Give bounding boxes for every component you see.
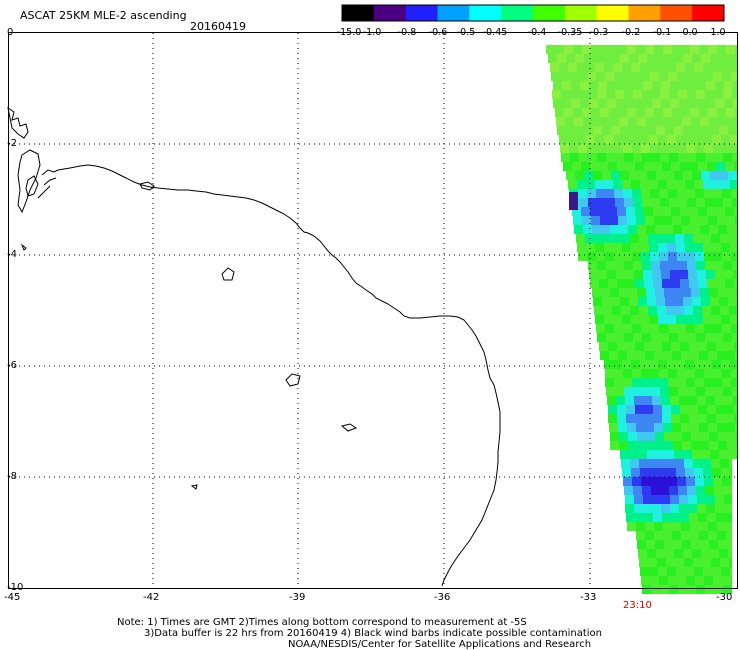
colorbar-frame: [341, 4, 725, 22]
note-line-2: 3)Data buffer is 22 hrs from 20160419 4)…: [144, 628, 602, 639]
lat-label-0: 0: [7, 27, 14, 38]
colorbar-segment: [564, 5, 598, 21]
pass-time: 23:10: [623, 600, 652, 611]
colorbar-segment: [437, 5, 470, 21]
colorbar-label: -0.3: [589, 27, 609, 38]
island-small-4: [285, 373, 301, 387]
colorbar-segment: [405, 5, 438, 21]
colorbar-segment: [596, 5, 629, 21]
colorbar-segment: [533, 5, 566, 21]
lon-label-36: -36: [434, 592, 451, 603]
island-marajo: [17, 149, 41, 214]
colorbar-segment: [660, 5, 693, 21]
colorbar-label: -0.6: [428, 27, 448, 38]
coastline: [57, 164, 501, 587]
island-nw: [7, 106, 29, 139]
colorbar-segment: [469, 5, 502, 21]
lat-label-8: -8: [7, 471, 17, 482]
lat-label-4: -4: [7, 249, 17, 260]
note-line-3: NOAA/NESDIS/Center for Satellite Applica…: [288, 639, 592, 650]
map-title: ASCAT 25KM MLE-2 ascending: [20, 9, 187, 22]
map-frame: [8, 32, 738, 589]
island-marajo-inner: [25, 175, 39, 197]
colorbar-segment: [373, 5, 407, 21]
colorbar-segment: [501, 5, 534, 21]
colorbar-segment: [628, 5, 661, 21]
lon-label-39: -39: [289, 592, 306, 603]
colorbar-label: -0.8: [397, 27, 417, 38]
island-small-1: [20, 243, 27, 251]
lat-label-6: -6: [7, 360, 17, 371]
colorbar-label: -1.0: [362, 27, 382, 38]
colorbar: [341, 4, 725, 22]
lat-label-10: -10: [7, 582, 24, 593]
island-small-6: [190, 484, 198, 490]
colorbar-segment: [342, 5, 375, 21]
colorbar-label: -0.2: [621, 27, 641, 38]
colorbar-label: -0.35: [557, 27, 583, 38]
lon-label-30: -30: [716, 592, 733, 603]
colorbar-label: -0.1: [652, 27, 672, 38]
lon-label-45: -45: [4, 592, 21, 603]
colorbar-label: -15.0: [336, 27, 362, 38]
lat-label-2: -2: [7, 138, 17, 149]
colorbar-label: -0.45: [482, 27, 508, 38]
lon-label-42: -42: [143, 592, 160, 603]
map-date: 20160419: [190, 20, 246, 33]
island-small-5: [340, 423, 358, 432]
wind-swath: [546, 45, 737, 594]
colorbar-label: -0.5: [456, 27, 476, 38]
lon-label-33: -33: [580, 592, 597, 603]
colorbar-label: 0.0: [682, 27, 698, 38]
island-small-3: [221, 267, 235, 281]
note-line-1: Note: 1) Times are GMT 2)Times along bot…: [117, 617, 527, 628]
colorbar-label: -0.4: [527, 27, 547, 38]
island-small-2: [139, 181, 155, 191]
colorbar-segment: [692, 5, 725, 21]
coast-bay: [37, 169, 59, 199]
colorbar-label: 1.0: [710, 27, 726, 38]
